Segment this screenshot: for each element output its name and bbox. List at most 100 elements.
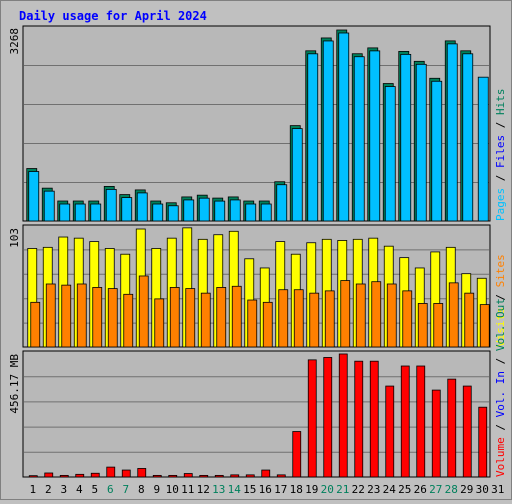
x-tick-day-4: 4: [76, 483, 83, 496]
bar-volume-day-28: [447, 378, 457, 478]
bar-sites-day-9: [154, 298, 165, 348]
x-tick-day-12: 12: [197, 483, 210, 496]
x-tick-day-14: 14: [228, 483, 242, 496]
bar-sites-day-4: [76, 283, 87, 348]
legend-entry: /: [494, 417, 507, 437]
y-axis-max-label-panel-1: 3268: [8, 28, 21, 55]
x-tick-day-26: 26: [414, 483, 427, 496]
x-tick-day-29: 29: [460, 483, 473, 496]
bar-pages-day-12: [198, 197, 210, 222]
bar-sites-day-22: [355, 283, 366, 348]
bar-sites-day-15: [247, 299, 258, 348]
bar-pages-day-15: [245, 203, 257, 222]
x-tick-day-6: 6: [107, 483, 114, 496]
legend-entry: /: [494, 115, 507, 135]
legend-panel-1: Pages / Files / Hits: [494, 89, 507, 222]
bar-volume-day-21: [338, 353, 348, 478]
legend-panel-3: Volume / Vol. In / Vol. Out: [494, 298, 507, 477]
legend-entry: Hits: [494, 89, 507, 116]
bar-volume-day-7: [121, 469, 131, 478]
bar-pages-day-10: [167, 205, 179, 222]
bar-sites-day-30: [479, 304, 490, 348]
plot-area-3: [22, 350, 491, 478]
bar-volume-day-14: [230, 474, 240, 478]
bar-sites-day-24: [386, 283, 397, 348]
bar-pages-day-5: [90, 203, 102, 222]
bar-pages-day-22: [353, 56, 365, 222]
bar-sites-day-19: [309, 292, 320, 348]
bar-pages-day-13: [214, 200, 226, 222]
bar-sites-day-27: [433, 303, 444, 348]
bar-volume-day-2: [44, 472, 54, 478]
x-tick-day-31: 31: [491, 483, 504, 496]
bar-sites-day-10: [169, 287, 180, 348]
x-tick-day-13: 13: [212, 483, 225, 496]
bar-pages-day-16: [260, 203, 272, 222]
x-tick-day-8: 8: [138, 483, 145, 496]
bar-volume-day-12: [199, 474, 209, 478]
bar-pages-day-21: [338, 32, 350, 222]
bar-sites-day-7: [123, 293, 134, 348]
x-tick-day-1: 1: [29, 483, 36, 496]
chart-title: Daily usage for April 2024: [19, 9, 207, 23]
bar-pages-day-3: [59, 203, 71, 222]
bar-sites-day-20: [324, 290, 335, 348]
bar-pages-day-20: [322, 40, 334, 222]
plot-area-1: [22, 25, 491, 222]
x-tick-day-23: 23: [367, 483, 380, 496]
x-tick-day-19: 19: [305, 483, 318, 496]
bar-pages-day-17: [276, 184, 288, 222]
bar-sites-day-12: [200, 292, 211, 348]
legend-entry: Visits: [494, 307, 507, 347]
bar-pages-day-28: [446, 43, 458, 222]
bar-sites-day-14: [231, 285, 242, 348]
x-tick-day-20: 20: [321, 483, 334, 496]
bar-pages-day-11: [183, 199, 195, 222]
bar-volume-day-1: [28, 475, 38, 478]
x-tick-day-22: 22: [352, 483, 365, 496]
bar-pages-day-7: [121, 197, 133, 222]
bar-pages-day-2: [43, 190, 55, 222]
y-axis-max-label-panel-2: 103: [8, 228, 21, 248]
bar-pages-day-14: [229, 199, 241, 222]
x-tick-day-21: 21: [336, 483, 349, 496]
y-axis-max-label-panel-3: 456.17 MB: [8, 354, 21, 414]
bar-volume-day-17: [276, 474, 286, 478]
x-tick-day-27: 27: [429, 483, 442, 496]
legend-entry: Volume: [494, 437, 507, 477]
x-tick-day-10: 10: [166, 483, 179, 496]
bar-volume-day-15: [245, 474, 255, 478]
x-tick-day-24: 24: [383, 483, 397, 496]
x-tick-day-15: 15: [243, 483, 256, 496]
x-tick-day-5: 5: [91, 483, 98, 496]
x-tick-day-7: 7: [122, 483, 129, 496]
bar-sites-day-18: [293, 289, 304, 348]
legend-panel-2: Visits / Sites: [494, 254, 507, 347]
bar-pages-day-4: [74, 203, 86, 222]
bar-volume-day-19: [307, 359, 317, 478]
bar-sites-day-5: [92, 287, 103, 348]
bar-pages-day-24: [384, 86, 396, 222]
x-tick-day-25: 25: [398, 483, 411, 496]
legend-entry: Pages: [494, 188, 507, 221]
bar-volume-day-3: [59, 474, 69, 478]
x-tick-day-18: 18: [290, 483, 303, 496]
legend-entry: Sites: [494, 254, 507, 287]
bar-sites-day-21: [340, 280, 351, 348]
legend-entry: /: [494, 287, 507, 307]
bar-sites-day-25: [402, 290, 413, 348]
bar-sites-day-29: [464, 292, 475, 348]
bar-sites-day-23: [371, 281, 382, 348]
bar-sites-day-11: [185, 288, 196, 348]
bar-volume-day-13: [214, 474, 224, 478]
bar-sites-day-2: [45, 283, 56, 348]
bar-volume-day-25: [400, 365, 410, 478]
x-tick-day-9: 9: [153, 483, 160, 496]
bar-volume-day-4: [75, 473, 85, 478]
bar-volume-day-22: [354, 360, 364, 478]
legend-entry: Vol. In: [494, 371, 507, 417]
bar-volume-day-27: [431, 389, 441, 478]
bar-pages-day-8: [136, 192, 148, 222]
bar-pages-day-27: [431, 80, 443, 222]
